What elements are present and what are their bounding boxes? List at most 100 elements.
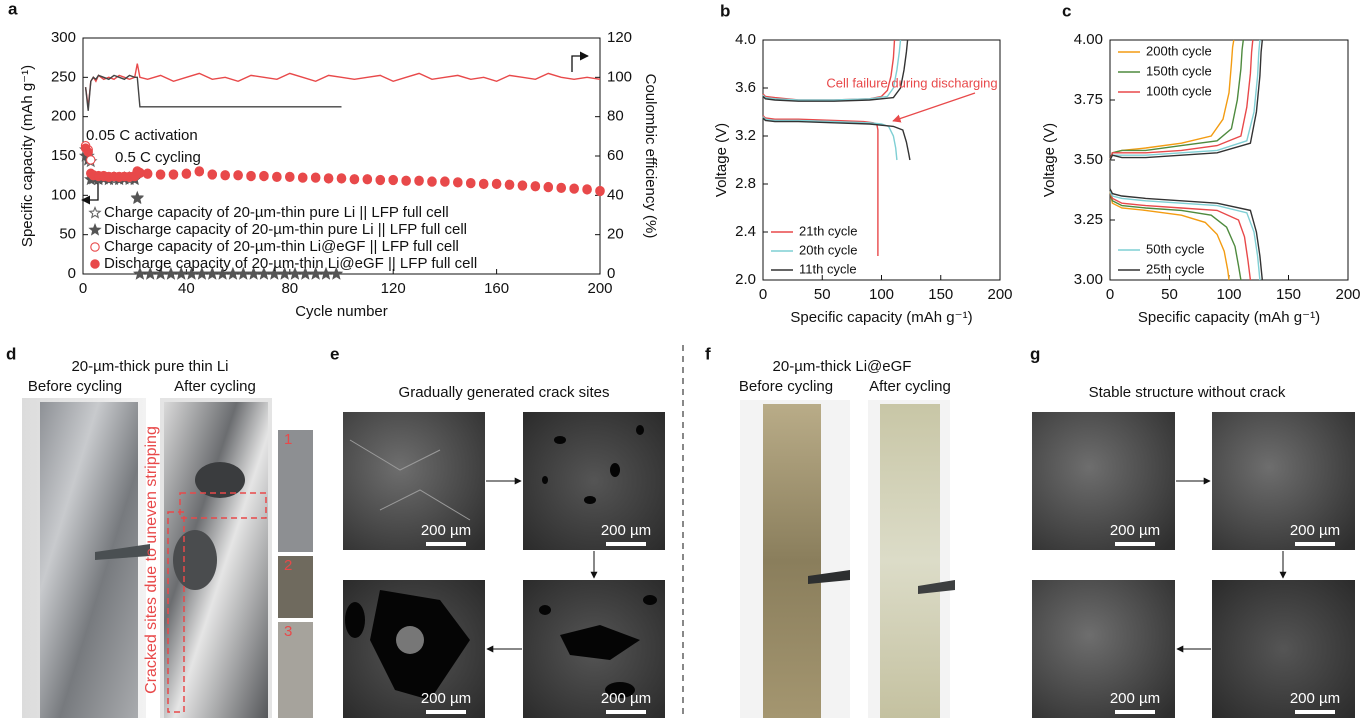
x-tick-label: 80: [281, 280, 298, 297]
sem-image: [1032, 412, 1175, 550]
y-tick-label: 4.00: [1074, 31, 1103, 48]
sem-image: [1212, 580, 1355, 718]
y-tick-label: 0: [68, 265, 76, 282]
data-point: [349, 174, 360, 185]
x-tick-label: 40: [178, 280, 195, 297]
photo-caption: After cycling: [174, 378, 256, 395]
panel-title: Gradually generated crack sites: [399, 384, 610, 401]
y2-tick-label: 120: [607, 29, 632, 46]
data-point: [259, 171, 269, 182]
inset-label: 1: [284, 431, 292, 448]
y-tick-label: 2.4: [735, 223, 756, 240]
data-point: [595, 186, 605, 197]
data-line: [84, 63, 601, 107]
inset-label: 3: [284, 623, 292, 640]
sem-pores: [539, 595, 657, 698]
y-tick-label: 3.00: [1074, 271, 1103, 288]
x-tick-label: 200: [987, 286, 1012, 303]
legend-label: Discharge capacity of 20-µm-thin Li@eGF …: [104, 255, 477, 272]
sem-image: [343, 412, 485, 550]
scale-bar-label: 200 µm: [1110, 690, 1160, 707]
y-tick-label: 3.25: [1074, 211, 1103, 228]
legend-label: 150th cycle: [1146, 63, 1212, 78]
data-point: [174, 266, 188, 280]
y-axis-label: Voltage (V): [1041, 123, 1058, 197]
scale-bar-label: 200 µm: [1290, 522, 1340, 539]
inset-label: 2: [284, 557, 292, 574]
y-tick-label: 2.0: [735, 271, 756, 288]
panel-label: g: [1030, 344, 1040, 363]
annotation: 0.5 C cycling: [115, 149, 201, 166]
legend-label: 100th cycle: [1146, 83, 1212, 98]
y-tick-label: 300: [51, 29, 76, 46]
y-tick-label: 3.75: [1074, 91, 1103, 108]
data-line: [1109, 39, 1244, 281]
data-point: [142, 169, 153, 179]
highlight-box: [179, 492, 267, 519]
legend-swatch: [88, 205, 102, 219]
data-point: [246, 266, 261, 280]
data-point: [272, 172, 282, 182]
legend-label: Charge capacity of 20-µm-thin pure Li ||…: [104, 204, 449, 221]
y-tick-label: 200: [51, 108, 76, 125]
data-point: [440, 177, 450, 187]
data-point: [310, 173, 321, 183]
crack-region: [173, 530, 217, 590]
tweezers: [808, 570, 850, 584]
data-point: [297, 173, 308, 183]
data-point: [323, 174, 334, 184]
data-point: [582, 185, 592, 195]
data-point: [329, 266, 344, 280]
data-point: [133, 266, 147, 280]
panel-label: f: [705, 344, 711, 363]
data-point: [86, 155, 96, 165]
legend-swatch: [88, 222, 102, 236]
y2-tick-label: 80: [607, 108, 624, 125]
data-point: [236, 266, 250, 280]
highlight-box: [167, 511, 185, 713]
axis-arrow: [571, 51, 589, 72]
annotation: Cell failure during discharging: [826, 75, 997, 90]
data-point: [233, 170, 243, 181]
x-tick-label: 200: [1335, 286, 1360, 303]
data-line: [762, 39, 902, 161]
x-tick-label: 50: [814, 286, 831, 303]
data-line: [762, 39, 911, 161]
panel-title: 20-µm-thick pure thin Li: [71, 358, 228, 375]
y-tick-label: 250: [51, 68, 76, 85]
y2-tick-label: 40: [607, 186, 624, 203]
data-point: [277, 266, 292, 280]
legend-label: 25th cycle: [1146, 261, 1205, 276]
data-point: [465, 178, 476, 189]
y2-tick-label: 100: [607, 68, 632, 85]
data-point: [135, 168, 145, 179]
annotation: 0.05 C activation: [86, 127, 198, 144]
panel-label: d: [6, 344, 16, 363]
legend-swatch: [90, 242, 100, 252]
photo-caption: After cycling: [869, 378, 951, 395]
legend-label: 21th cycle: [799, 223, 858, 238]
panel-label: b: [720, 1, 730, 20]
y-tick-label: 4.0: [735, 31, 756, 48]
legend-label: Discharge capacity of 20-µm-thin pure Li…: [104, 221, 467, 238]
data-point: [194, 166, 205, 177]
tweezers: [918, 580, 955, 594]
data-point: [83, 147, 93, 157]
x-axis-label: Specific capacity (mAh g⁻¹): [790, 309, 972, 326]
data-point: [414, 176, 424, 186]
x-tick-label: 0: [1106, 286, 1114, 303]
data-point: [569, 184, 579, 194]
data-point: [257, 267, 271, 280]
sem-texture: [349, 439, 471, 521]
data-point: [362, 174, 373, 185]
x-tick-label: 200: [587, 280, 612, 297]
sem-image: [1212, 412, 1355, 550]
legend-label: 50th cycle: [1146, 241, 1205, 256]
data-point: [226, 266, 240, 280]
inset-photo: [278, 430, 313, 552]
data-line: [1109, 39, 1254, 281]
y-axis-label: Voltage (V): [713, 123, 730, 197]
data-point: [267, 266, 281, 280]
annotation-arrow: [892, 92, 976, 123]
x-tick-label: 160: [484, 280, 509, 297]
